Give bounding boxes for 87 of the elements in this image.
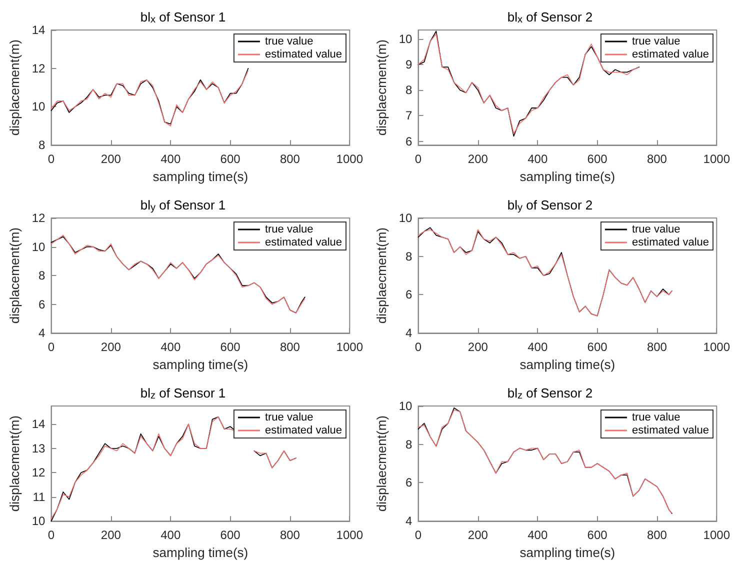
y-tick-label: 10	[32, 240, 46, 254]
y-axis-title: displacement(m)	[7, 228, 22, 324]
x-tick-label: 1000	[703, 528, 730, 542]
legend-label: true value	[632, 36, 680, 48]
x-tick-label: 0	[48, 340, 55, 354]
x-tick-label: 600	[220, 340, 241, 354]
x-axis-title: sampling time(s)	[520, 545, 616, 560]
x-tick-label: 400	[528, 152, 548, 166]
y-tick-label: 4	[38, 326, 46, 340]
x-tick-label: 1000	[336, 528, 364, 542]
legend-label: true value	[264, 224, 314, 236]
y-tick-label: 6	[406, 288, 413, 302]
x-tick-label: 200	[468, 528, 488, 542]
x-tick-label: 200	[100, 152, 122, 166]
y-tick-label: 8	[406, 437, 413, 452]
legend-label: true value	[632, 412, 680, 424]
x-axis-title: sampling time(s)	[520, 357, 616, 372]
x-tick-label: 400	[528, 340, 548, 354]
x-tick-label: 800	[646, 340, 668, 354]
x-tick-label: 1000	[336, 152, 364, 166]
y-tick-label: 13	[32, 441, 46, 456]
x-tick-label: 400	[528, 528, 548, 542]
x-tick-label: 0	[414, 152, 422, 166]
x-tick-label: 800	[280, 528, 300, 542]
y-tick-label: 6	[38, 297, 46, 312]
y-tick-label: 11	[32, 490, 46, 504]
y-tick-label: 8	[38, 138, 46, 152]
x-tick-label: 200	[468, 152, 488, 166]
y-tick-label: 9	[406, 58, 413, 72]
y-tick-label: 4	[406, 514, 413, 528]
x-tick-label: 800	[646, 528, 668, 542]
y-tick-label: 12	[32, 61, 46, 76]
y-tick-label: 12	[32, 211, 46, 225]
x-tick-label: 400	[160, 152, 181, 166]
x-tick-label: 0	[48, 152, 55, 166]
legend-label: estimated value	[264, 236, 342, 248]
y-tick-label: 14	[32, 23, 46, 37]
x-tick-label: 400	[160, 528, 181, 542]
x-tick-label: 600	[587, 340, 608, 354]
y-tick-label: 8	[38, 268, 46, 283]
legend-label: estimated value	[264, 424, 342, 436]
legend-label: estimated value	[632, 424, 710, 436]
legend-label: estimated value	[632, 48, 710, 60]
y-tick-label: 10	[32, 514, 46, 528]
x-tick-label: 600	[220, 152, 241, 166]
x-axis-title: sampling time(s)	[152, 357, 248, 372]
x-tick-label: 600	[220, 528, 241, 542]
y-axis-title: displacement(m)	[7, 40, 22, 136]
y-tick-label: 8	[406, 83, 413, 98]
legend-label: true value	[264, 412, 314, 424]
x-tick-label: 800	[280, 340, 300, 354]
y-tick-label: 6	[406, 134, 413, 148]
y-tick-label: 10	[32, 100, 46, 114]
x-tick-label: 400	[160, 340, 181, 354]
x-axis-title: sampling time(s)	[520, 169, 616, 184]
x-tick-label: 1000	[703, 340, 730, 354]
x-tick-label: 800	[280, 152, 300, 166]
y-axis-title: displaecment(m)	[374, 228, 389, 324]
legend-label: true value	[632, 224, 680, 236]
legend-label: true value	[264, 36, 314, 48]
x-tick-label: 0	[48, 528, 55, 542]
y-axis-title: displaecment(m)	[374, 416, 389, 512]
y-tick-label: 12	[32, 466, 46, 480]
y-tick-label: 8	[406, 249, 413, 264]
x-axis-title: sampling time(s)	[152, 545, 248, 560]
y-tick-label: 7	[406, 108, 413, 123]
x-tick-label: 200	[100, 340, 122, 354]
x-axis-title: sampling time(s)	[152, 169, 248, 184]
y-tick-label: 4	[406, 326, 413, 340]
x-tick-label: 0	[414, 528, 422, 542]
y-axis-title: displacement(m)	[7, 416, 22, 512]
legend-label: estimated value	[632, 236, 710, 248]
x-tick-label: 1000	[703, 152, 730, 166]
legend-label: estimated value	[264, 48, 342, 60]
y-tick-label: 14	[32, 417, 46, 432]
y-tick-label: 6	[406, 476, 413, 490]
x-tick-label: 0	[414, 340, 422, 354]
y-tick-label: 10	[398, 32, 413, 46]
x-tick-label: 200	[468, 340, 488, 354]
x-tick-label: 1000	[336, 340, 364, 354]
y-axis-title: displaecment(m)	[374, 40, 389, 136]
x-tick-label: 600	[587, 152, 608, 166]
x-tick-label: 600	[587, 528, 608, 542]
y-tick-label: 10	[398, 399, 413, 413]
y-tick-label: 10	[398, 211, 413, 225]
x-tick-label: 800	[646, 152, 668, 166]
x-tick-label: 200	[100, 528, 122, 542]
